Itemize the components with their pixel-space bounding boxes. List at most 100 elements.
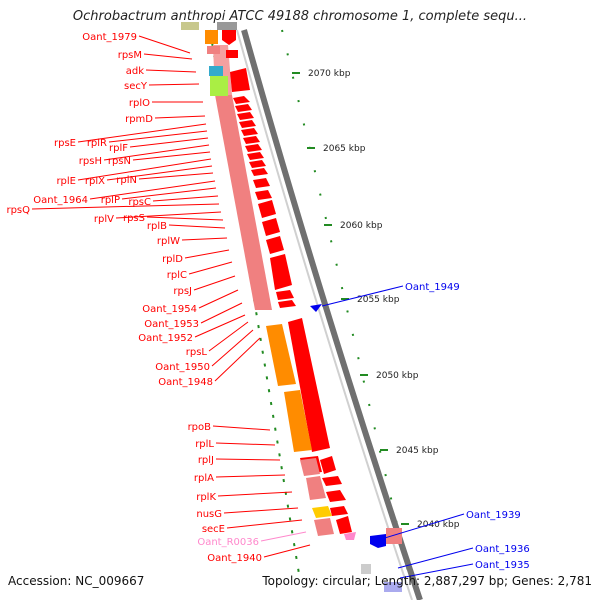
kbp-tick-label: 2045 kbp — [396, 446, 439, 456]
kbp-tick-label: 2050 kbp — [376, 371, 419, 381]
gene-label-rpoB[interactable]: rpoB — [188, 422, 212, 433]
gene-label-Oant_1979[interactable]: Oant_1979 — [82, 32, 137, 43]
gene-label-rpsQ[interactable]: rpsQ — [6, 205, 30, 216]
gene-connector-line — [223, 507, 299, 514]
gene-connector-line — [138, 172, 214, 180]
gene-block[interactable] — [386, 528, 402, 544]
gene-connector-line — [321, 285, 404, 307]
gene-block-adk[interactable] — [209, 66, 223, 76]
gene-label-rpsN[interactable]: rpsN — [108, 156, 131, 167]
gene-label-rplX[interactable]: rplX — [85, 176, 105, 187]
gene-label-Oant_1953[interactable]: Oant_1953 — [144, 319, 199, 330]
gene-connector-line — [214, 337, 261, 382]
gene-label-rpsS[interactable]: rpsS — [123, 213, 145, 224]
gene-label-rplP[interactable]: rplP — [101, 195, 120, 206]
rna-gene[interactable] — [344, 532, 356, 540]
rrna-band[interactable] — [266, 324, 296, 386]
gene-connector-line — [121, 187, 217, 200]
gene-label-Oant_1948[interactable]: Oant_1948 — [158, 377, 213, 388]
gene-label-rpsE[interactable]: rpsE — [54, 138, 76, 149]
gene-label-Oant_1935[interactable]: Oant_1935 — [475, 560, 530, 571]
gene-block-nusG[interactable] — [312, 506, 332, 518]
cds-band — [300, 458, 320, 476]
gene-connector-line — [138, 35, 191, 54]
gene-label-secY[interactable]: secY — [124, 81, 148, 92]
gene-label-rplO[interactable]: rplO — [129, 98, 150, 109]
gene-connector-line — [212, 425, 271, 431]
gene-connector-line — [152, 195, 219, 202]
gene-connector-line — [215, 474, 286, 478]
gene-connector-line — [208, 321, 249, 352]
gene-label-rpsH[interactable]: rpsH — [79, 156, 102, 167]
gene-connector-line — [198, 289, 239, 309]
gene-label-Oant_1950[interactable]: Oant_1950 — [155, 362, 210, 373]
kbp-tick-label: 2070 kbp — [308, 69, 351, 79]
gene-block-secY[interactable] — [210, 76, 228, 96]
gene-connector-line — [215, 458, 281, 461]
gene-connector-line — [31, 203, 220, 210]
gene-label-rplB[interactable]: rplB — [147, 221, 167, 232]
gene-connector-line — [184, 249, 230, 259]
gene-connector-line — [193, 275, 236, 291]
gene-label-rplC[interactable]: rplC — [167, 270, 187, 281]
reverse-gene-Oant_1939[interactable] — [370, 534, 386, 548]
gene-label-Oant_1939[interactable]: Oant_1939 — [466, 510, 521, 521]
gene-label-rplJ[interactable]: rplJ — [198, 455, 214, 466]
gene-label-rplR[interactable]: rplR — [87, 138, 107, 149]
gene-block-orange[interactable] — [205, 30, 218, 44]
gene-label-nusG[interactable]: nusG — [196, 509, 222, 520]
chromosome-title: Ochrobactrum anthropi ATCC 49188 chromos… — [72, 9, 528, 24]
right-gene-connectors — [321, 285, 474, 579]
gene-label-rplW[interactable]: rplW — [157, 236, 180, 247]
gene-label-rplV[interactable]: rplV — [94, 214, 114, 225]
gene-label-Oant_1964[interactable]: Oant_1964 — [33, 195, 88, 206]
gene-label-rplN[interactable]: rplN — [116, 175, 137, 186]
gene-block[interactable] — [384, 582, 402, 592]
gene-label-Oant_1936[interactable]: Oant_1936 — [475, 544, 530, 555]
right-gene-labels[interactable]: Oant_1949 Oant_1939 Oant_1936 Oant_1935 — [405, 282, 530, 571]
gene-label-rplK[interactable]: rplK — [196, 492, 216, 503]
gene-connector-line — [181, 237, 228, 241]
rrna-band[interactable] — [284, 390, 312, 452]
gene-connector-line — [129, 137, 209, 148]
gene-connector-line — [194, 314, 246, 338]
gene-connector-line — [168, 224, 226, 229]
reverse-gene-Oant_1949[interactable] — [310, 304, 322, 312]
gene-block[interactable] — [361, 564, 371, 574]
kbp-tick-label: 2065 kbp — [323, 144, 366, 154]
gene-label-Oant_1940[interactable]: Oant_1940 — [207, 553, 262, 564]
gene-connector-line — [103, 144, 210, 161]
gene-connector-line — [89, 180, 216, 200]
gene-label-rplF[interactable]: rplF — [109, 143, 128, 154]
gene-block[interactable] — [207, 46, 220, 54]
gene-connector-line — [148, 83, 200, 86]
top-partial-feature — [181, 22, 199, 30]
gene-label-rpsL[interactable]: rpsL — [186, 347, 208, 358]
gene-label-rplA[interactable]: rplA — [194, 473, 214, 484]
left-gene-labels[interactable]: Oant_1979 rpsM adk secY rplO rpmD rpsE rplR rplF… — [6, 32, 262, 564]
gene-label-rpsC[interactable]: rpsC — [128, 197, 151, 208]
gene-connector-line — [146, 216, 224, 221]
forward-gene-stack[interactable] — [222, 30, 352, 534]
gene-label-Oant_R0036[interactable]: Oant_R0036 — [197, 537, 259, 548]
gene-label-rplD[interactable]: rplD — [162, 254, 183, 265]
gene-label-Oant_1952[interactable]: Oant_1952 — [138, 333, 193, 344]
gene-label-rpmD[interactable]: rpmD — [125, 114, 153, 125]
gene-connector-line — [132, 151, 211, 161]
gene-connector-line — [215, 442, 276, 446]
gene-label-secE[interactable]: secE — [202, 524, 225, 535]
gene-label-rplL[interactable]: rplL — [195, 439, 214, 450]
gene-label-adk[interactable]: adk — [126, 66, 144, 77]
gene-connector-line — [145, 69, 197, 73]
left-gene-connectors — [31, 35, 311, 558]
gene-label-rpsJ[interactable]: rpsJ — [173, 286, 192, 297]
gene-label-Oant_1949[interactable]: Oant_1949 — [405, 282, 460, 293]
gene-connector-line — [115, 211, 222, 219]
kbp-tick-label: 2040 kbp — [417, 520, 460, 530]
chromosome-backbone — [241, 29, 423, 600]
gene-label-rpsM[interactable]: rpsM — [118, 50, 142, 61]
gene-label-rplE[interactable]: rplE — [56, 176, 76, 187]
gene-label-Oant_1954[interactable]: Oant_1954 — [142, 304, 197, 315]
